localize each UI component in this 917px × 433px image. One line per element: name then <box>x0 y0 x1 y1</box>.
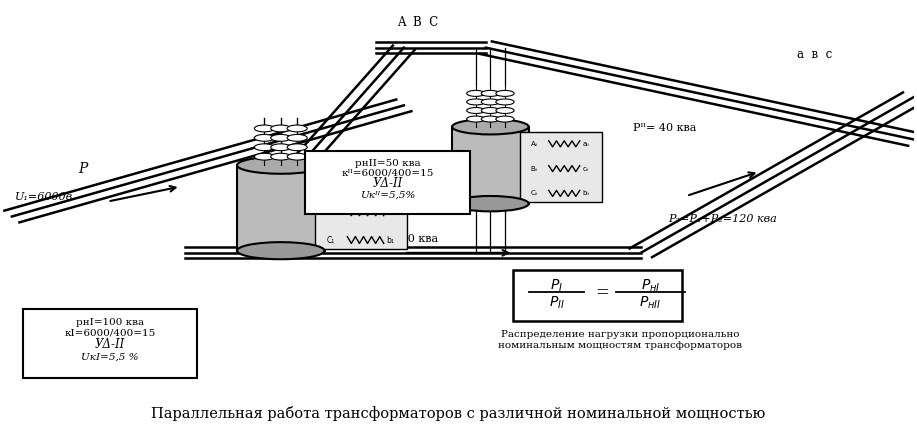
Text: =: = <box>595 284 609 301</box>
Ellipse shape <box>496 116 514 122</box>
Text: рнI=100 ква: рнI=100 ква <box>76 317 144 326</box>
Ellipse shape <box>287 134 307 141</box>
Text: Pᴵᴵ= 40 ква: Pᴵᴵ= 40 ква <box>634 123 697 133</box>
Text: Bᵢᵢ: Bᵢᵢ <box>531 166 537 171</box>
Ellipse shape <box>496 90 514 97</box>
Ellipse shape <box>271 144 291 151</box>
Text: U₁=6000в: U₁=6000в <box>15 192 72 202</box>
Ellipse shape <box>237 242 325 259</box>
Ellipse shape <box>237 157 325 174</box>
Ellipse shape <box>496 107 514 113</box>
Text: A₁: A₁ <box>326 180 335 189</box>
Text: bᵢᵢ: bᵢᵢ <box>582 191 590 197</box>
Ellipse shape <box>467 90 485 97</box>
Ellipse shape <box>287 144 307 151</box>
Ellipse shape <box>287 153 307 160</box>
Text: U₂=400в: U₂=400в <box>518 310 569 320</box>
FancyBboxPatch shape <box>520 132 602 201</box>
Ellipse shape <box>271 153 291 160</box>
Text: $P_{II}$: $P_{II}$ <box>548 295 564 311</box>
Text: $P_{нII}$: $P_{нII}$ <box>639 295 661 311</box>
Text: Параллельная работа трансформаторов с различной номинальной мощностью: Параллельная работа трансформаторов с ра… <box>151 406 766 420</box>
Ellipse shape <box>271 125 291 132</box>
Text: Uкᴵᴵ=5,5%: Uкᴵᴵ=5,5% <box>360 191 415 200</box>
Text: Распределение нагрузки пропорционально: Распределение нагрузки пропорционально <box>501 330 739 339</box>
Text: номинальным мощностям трансформаторов: номинальным мощностям трансформаторов <box>498 341 742 350</box>
Text: B₁: B₁ <box>326 208 335 217</box>
Ellipse shape <box>467 107 485 113</box>
Ellipse shape <box>254 144 274 151</box>
Text: рнII=50 ква: рнII=50 ква <box>355 158 421 168</box>
Text: Cᵢᵢ: Cᵢᵢ <box>531 191 537 197</box>
Text: c₁: c₁ <box>386 208 393 217</box>
Ellipse shape <box>467 99 485 105</box>
Text: Р: Р <box>78 162 88 176</box>
Text: a₁: a₁ <box>386 180 394 189</box>
Ellipse shape <box>287 125 307 132</box>
Ellipse shape <box>481 116 500 122</box>
Bar <box>237 165 325 251</box>
Text: $P_I$: $P_I$ <box>550 278 563 294</box>
Text: UкI=5,5 %: UкI=5,5 % <box>81 352 138 361</box>
Text: aᵢᵢ: aᵢᵢ <box>582 141 590 147</box>
FancyBboxPatch shape <box>23 309 197 378</box>
Text: Pᴵ=80 ква: Pᴵ=80 ква <box>381 234 438 244</box>
Ellipse shape <box>254 153 274 160</box>
Text: Aᵢᵢ: Aᵢᵢ <box>531 141 537 147</box>
Ellipse shape <box>467 116 485 122</box>
Ellipse shape <box>452 196 529 211</box>
FancyBboxPatch shape <box>315 171 406 249</box>
Text: P₂=Р₁+Р₂=120 ква: P₂=Р₁+Р₂=120 ква <box>668 213 777 223</box>
Ellipse shape <box>496 99 514 105</box>
Text: кᴵᴵ=6000/400=15: кᴵᴵ=6000/400=15 <box>342 169 434 178</box>
Ellipse shape <box>481 99 500 105</box>
Text: $P_{нI}$: $P_{нI}$ <box>641 278 660 294</box>
Text: a  в  c: a в c <box>797 48 833 61</box>
Ellipse shape <box>271 134 291 141</box>
Text: cᵢᵢ: cᵢᵢ <box>582 166 589 171</box>
Ellipse shape <box>452 119 529 134</box>
Text: УΔ-II: УΔ-II <box>94 338 125 351</box>
Text: C₁: C₁ <box>326 236 335 245</box>
Text: A  B  C: A B C <box>397 16 438 29</box>
Text: кI=6000/400=15: кI=6000/400=15 <box>64 329 156 338</box>
Bar <box>452 127 529 204</box>
Text: b₁: b₁ <box>386 236 394 245</box>
FancyBboxPatch shape <box>514 270 682 321</box>
Ellipse shape <box>481 107 500 113</box>
Text: УΔ-II: УΔ-II <box>372 177 403 190</box>
FancyBboxPatch shape <box>305 151 470 213</box>
Ellipse shape <box>254 125 274 132</box>
Ellipse shape <box>254 134 274 141</box>
Ellipse shape <box>481 90 500 97</box>
